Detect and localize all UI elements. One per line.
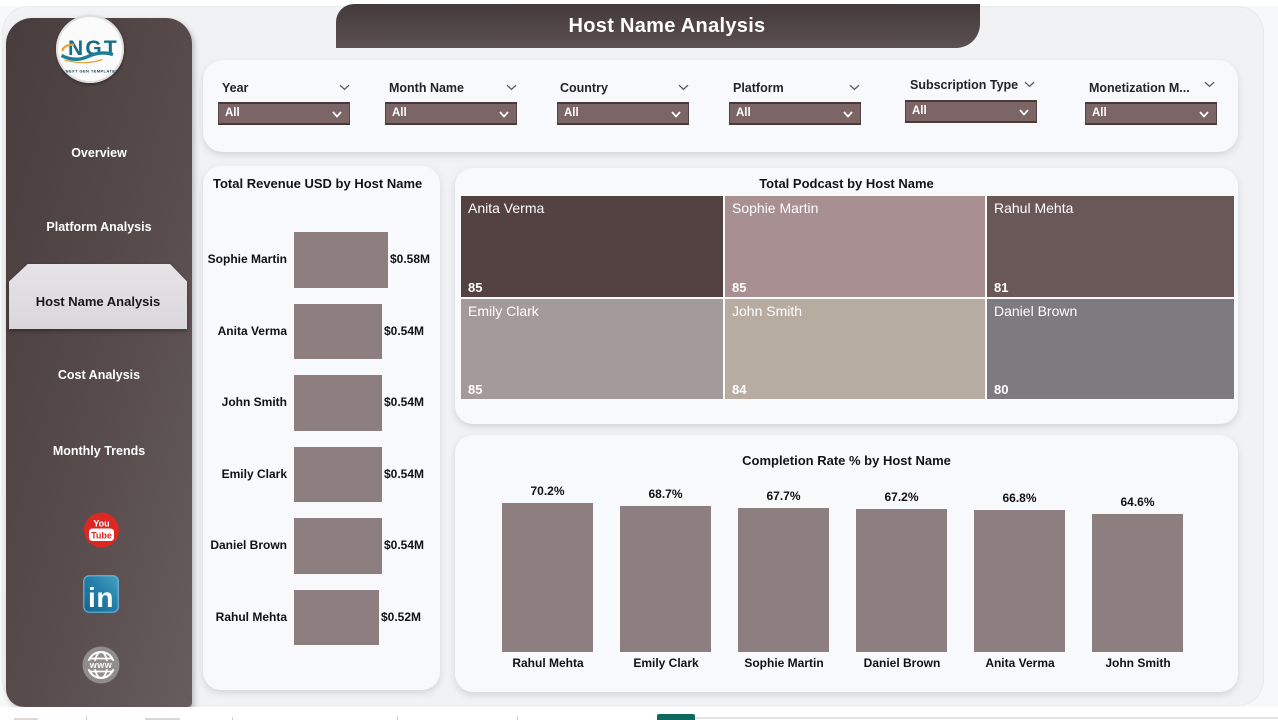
svg-text:NGT: NGT bbox=[68, 37, 119, 60]
svg-text:in: in bbox=[88, 582, 114, 613]
svg-text:You: You bbox=[93, 519, 109, 529]
svg-text:NEXT GEN TEMPLATES: NEXT GEN TEMPLATES bbox=[66, 69, 119, 74]
svg-text:Tube: Tube bbox=[91, 531, 112, 541]
svg-text:www: www bbox=[89, 660, 113, 670]
